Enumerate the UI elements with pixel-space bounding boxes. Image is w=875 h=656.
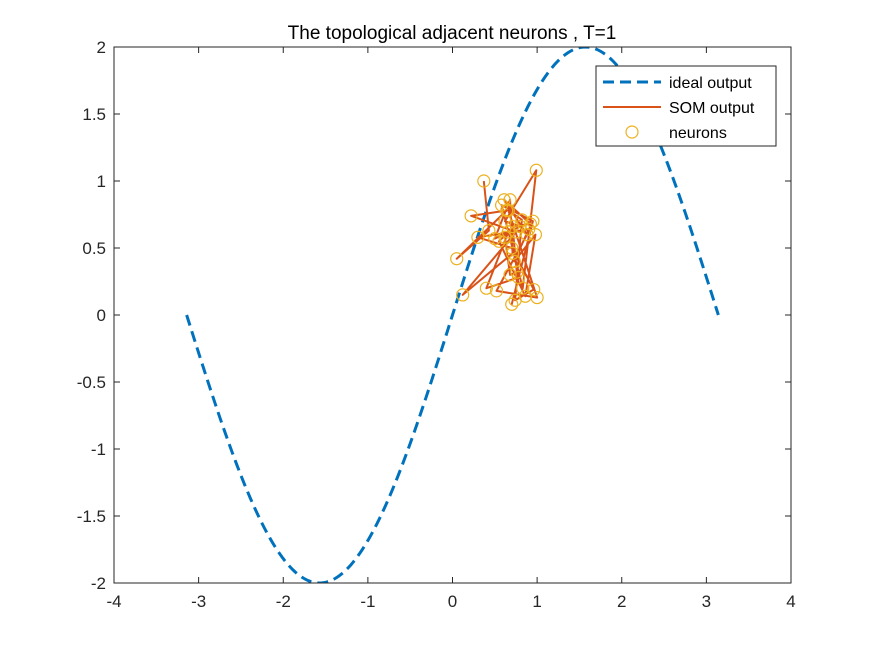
- neuron-marker: [505, 246, 520, 260]
- neuron-marker: [526, 214, 540, 228]
- tick-layer: -4 -3 -2 -1 0 1 2 3 4 -2 -1.5 -1 -0.5 0 0.5 1 1.5 2: [77, 38, 796, 611]
- neuron-marker: [488, 232, 502, 246]
- x-tick-label: -4: [106, 592, 121, 611]
- neuron-marker: [527, 282, 541, 297]
- x-tick-label: 0: [448, 592, 457, 611]
- x-tick-label: -1: [360, 592, 375, 611]
- neuron-marker: [511, 270, 526, 285]
- neuron-marker: [510, 265, 524, 279]
- neuron-marker: [513, 219, 527, 234]
- neuron-marker: [471, 230, 485, 244]
- neuron-marker: [515, 213, 529, 227]
- y-tick-label: -1: [91, 440, 106, 459]
- y-tick-label: 2: [97, 38, 106, 57]
- neuron-marker: [508, 293, 522, 307]
- x-tick-label: 2: [617, 592, 626, 611]
- neuron-marker: [477, 174, 491, 188]
- neuron-marker: [503, 268, 517, 282]
- y-tick-label: -2: [91, 574, 106, 593]
- y-tick-label: -1.5: [77, 507, 106, 526]
- y-tick-label: 1: [97, 172, 106, 191]
- neuron-marker: [505, 219, 520, 234]
- neuron-marker: [489, 284, 504, 298]
- chart-title: The topological adjacent neurons , T=1: [288, 23, 617, 44]
- neuron-marker: [505, 241, 519, 255]
- neuron-marker: [498, 230, 512, 244]
- y-tick-label: 0.5: [82, 239, 106, 258]
- x-tick-label: 4: [786, 592, 795, 611]
- neuron-marker: [456, 288, 470, 302]
- series-som-output-line: [455, 169, 539, 306]
- legend-label-som-output: SOM output: [669, 100, 755, 117]
- series-ideal-output-line: [185, 47, 720, 583]
- neuron-marker: [522, 222, 536, 236]
- neuron-marker: [530, 290, 544, 305]
- neuron-marker: [464, 209, 478, 223]
- series-layer: [185, 47, 720, 583]
- legend-label-ideal-output: ideal output: [669, 75, 752, 92]
- x-tick-label: 1: [532, 592, 541, 611]
- neuron-marker: [529, 163, 543, 177]
- legend-label-neurons: neurons: [669, 125, 727, 142]
- y-tick-label: 1.5: [82, 105, 106, 124]
- neuron-marker: [505, 297, 519, 311]
- y-tick-label: -0.5: [77, 373, 106, 392]
- neuron-marker: [479, 281, 493, 295]
- x-tick-label: 3: [702, 592, 711, 611]
- legend-swatch-neurons: [625, 125, 639, 139]
- neuron-marker: [497, 193, 511, 207]
- neuron-marker: [450, 252, 464, 266]
- y-tick-label: 0: [97, 306, 106, 325]
- neuron-marker: [507, 254, 521, 268]
- x-tick-label: -3: [191, 592, 206, 611]
- x-tick-label: -2: [276, 592, 291, 611]
- legend: ideal output SOM output neurons: [595, 65, 777, 147]
- neuron-marker: [523, 217, 537, 231]
